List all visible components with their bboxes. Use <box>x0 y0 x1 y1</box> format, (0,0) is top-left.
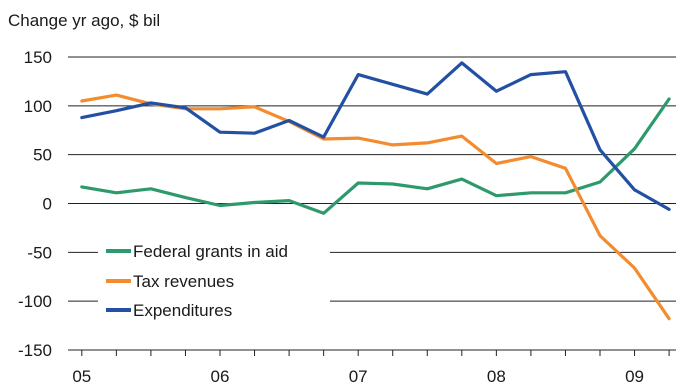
legend: Federal grants in aid Tax revenues Expendi… <box>98 232 330 326</box>
legend-label: Tax revenues <box>133 272 234 291</box>
y-tick-label: 150 <box>24 48 52 67</box>
y-tick-label: 0 <box>43 195 52 214</box>
x-tick-label: 06 <box>211 367 230 386</box>
x-tick-label: 08 <box>487 367 506 386</box>
x-tick-label: 07 <box>349 367 368 386</box>
series-line-federal-grants-in-aid <box>80 97 671 215</box>
y-tick-label: -150 <box>18 341 52 360</box>
series-lines <box>80 61 671 321</box>
y-tick-label: 50 <box>33 146 52 165</box>
y-tick-label: 100 <box>24 97 52 116</box>
y-axis-label: Change yr ago, $ bil <box>8 11 160 30</box>
legend-label: Expenditures <box>133 301 232 320</box>
y-tick-label: -50 <box>27 243 52 262</box>
x-axis: 05 06 07 08 09 <box>68 349 676 386</box>
y-tick-labels: -150 -100 -50 0 50 100 150 <box>18 48 52 360</box>
series-line-expenditures <box>80 61 671 211</box>
y-tick-label: -100 <box>18 292 52 311</box>
legend-background <box>98 232 330 326</box>
x-tick-label: 05 <box>72 367 91 386</box>
x-tick-label: 09 <box>625 367 644 386</box>
legend-label: Federal grants in aid <box>133 242 288 261</box>
